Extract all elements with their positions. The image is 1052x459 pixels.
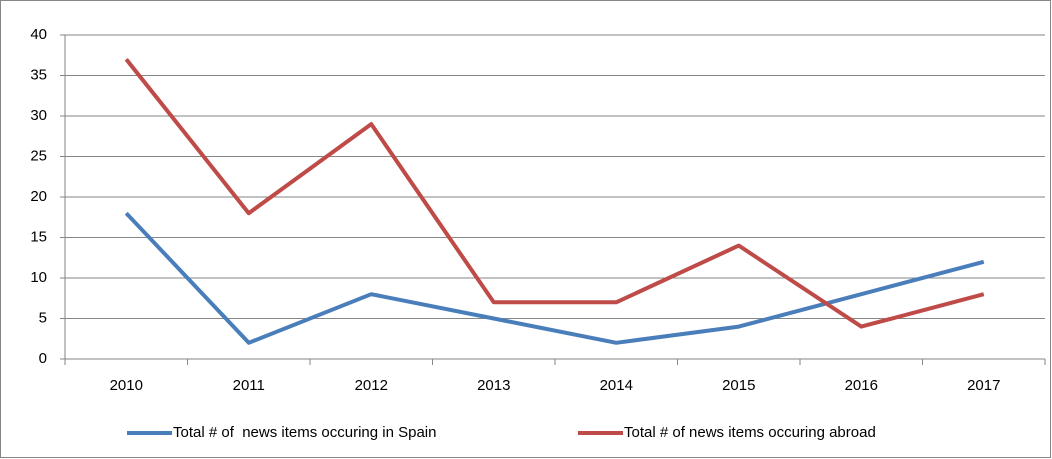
series-line — [124, 211, 985, 345]
x-tick-label: 2015 — [722, 377, 755, 394]
legend-label: Total # of news items occuring abroad — [624, 424, 876, 441]
y-tick-label: 40 — [30, 26, 47, 43]
y-tick-label: 30 — [30, 107, 47, 124]
legend-label: Total # of news items occuring in Spain — [173, 424, 436, 441]
x-tick-label: 2014 — [600, 377, 633, 394]
x-tick-label: 2011 — [233, 377, 265, 394]
x-tick-label: 2016 — [845, 377, 878, 394]
y-tick-label: 0 — [39, 350, 47, 367]
x-tick-label: 2013 — [477, 377, 510, 394]
series-line — [124, 58, 985, 329]
y-tick-label: 35 — [30, 66, 47, 83]
y-tick-label: 20 — [30, 188, 47, 205]
x-tick-label: 2010 — [110, 377, 143, 394]
y-tick-label: 15 — [30, 228, 47, 245]
y-tick-label: 5 — [39, 309, 47, 326]
y-tick-label: 25 — [30, 147, 47, 164]
y-tick-label: 10 — [30, 269, 47, 286]
x-tick-label: 2012 — [355, 377, 388, 394]
x-tick-label: 2017 — [967, 377, 1000, 394]
